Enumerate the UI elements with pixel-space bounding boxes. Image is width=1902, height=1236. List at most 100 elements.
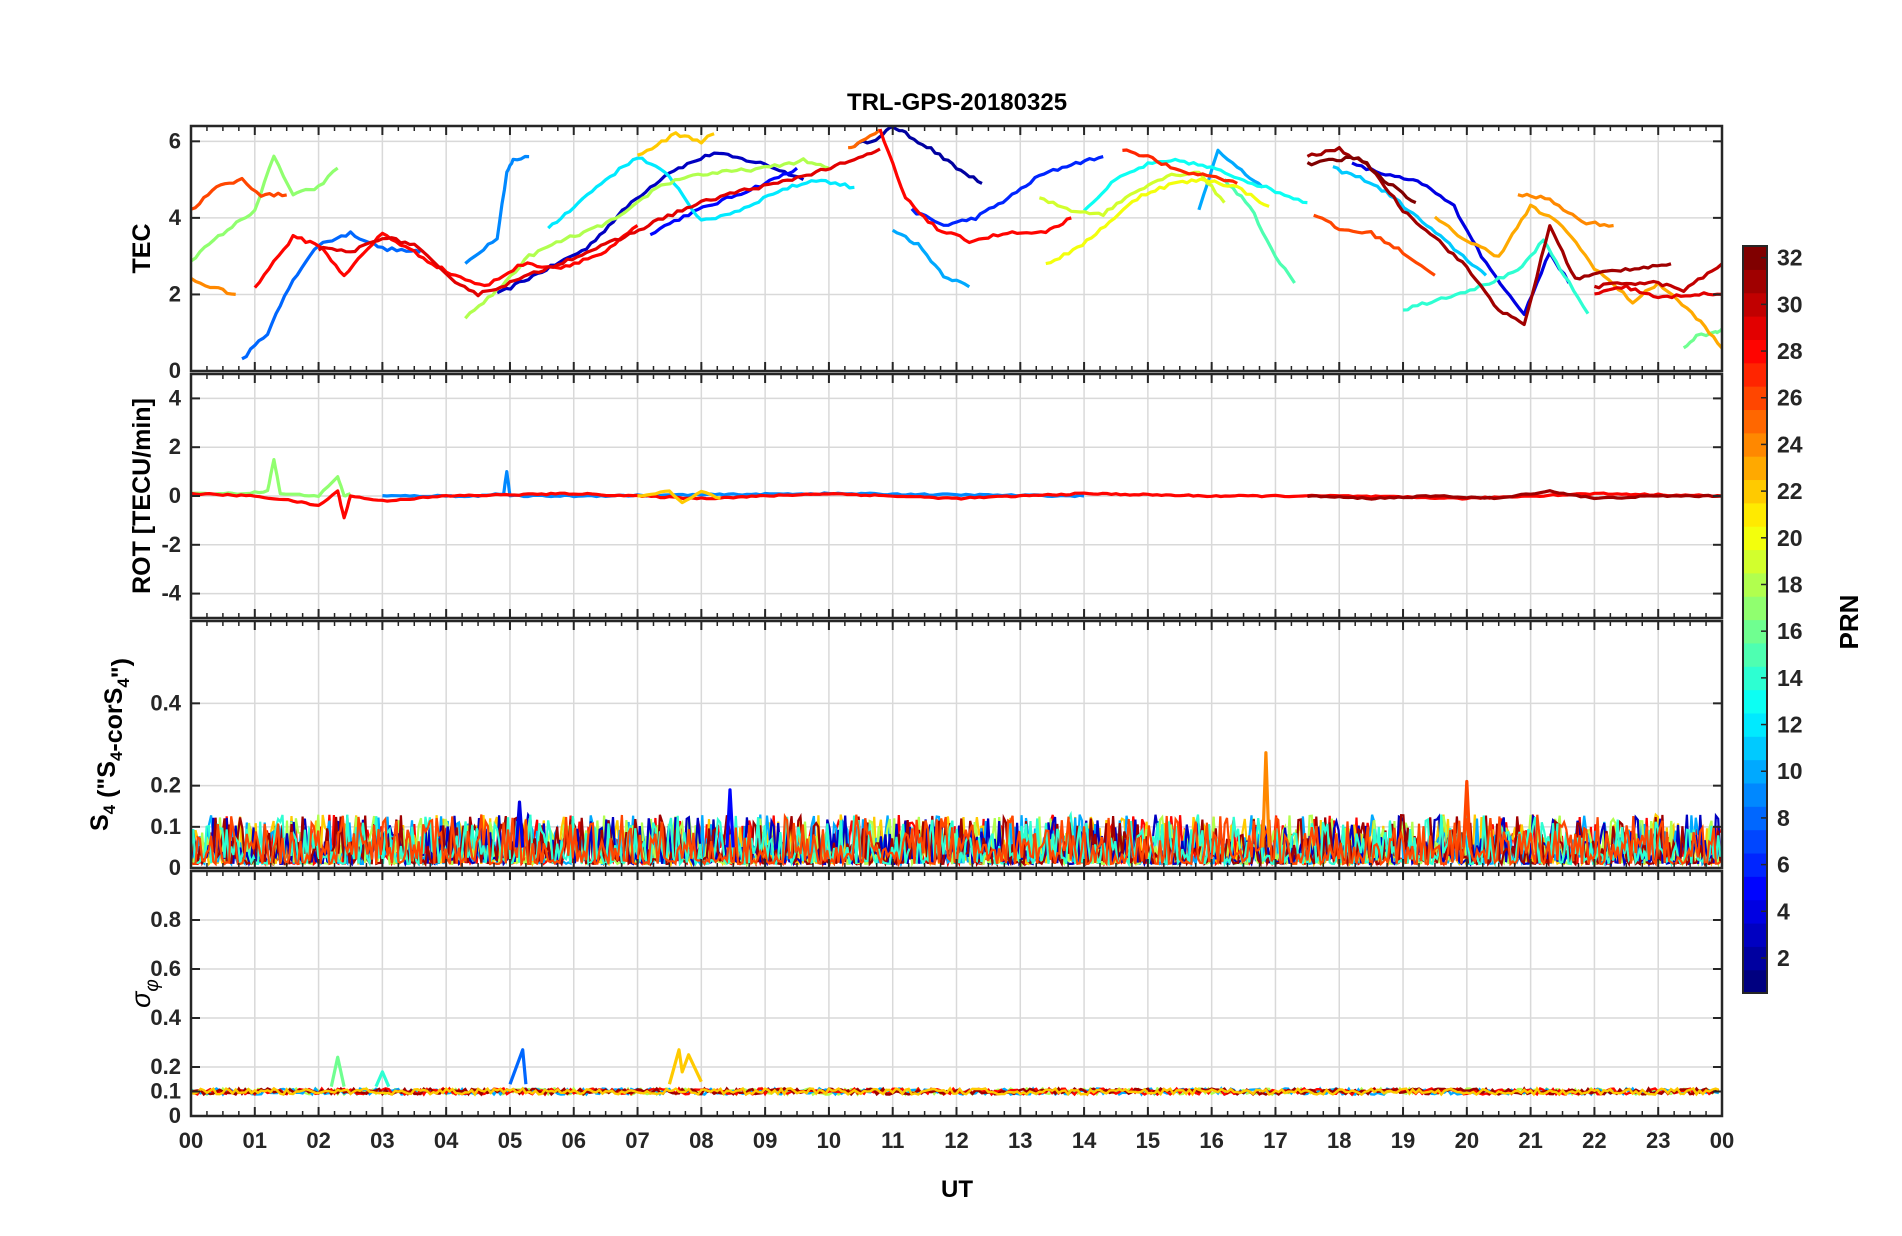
s4-y-label: S4 ("S4-corS4") (86, 658, 135, 831)
y-tick-label: 0 (169, 1103, 181, 1128)
y-tick-label: 0 (169, 358, 181, 383)
colorbar-segment (1743, 806, 1767, 831)
colorbar-segment (1743, 899, 1767, 924)
x-tick-label: 01 (243, 1128, 267, 1153)
colorbar-tick-label: 26 (1777, 385, 1803, 411)
colorbar-segment (1743, 712, 1767, 737)
rot-plot-area (191, 458, 1722, 520)
colorbar-tick-label: 24 (1777, 431, 1803, 457)
tec-series-prn-18 (464, 157, 830, 320)
colorbar-segment (1743, 549, 1767, 574)
x-tick-label: 20 (1455, 1128, 1479, 1153)
y-tick-label: 0.4 (150, 690, 181, 715)
tec-series-prn-14 (1402, 238, 1590, 315)
tec-series-prn-23 (1433, 203, 1722, 350)
x-tick-label: 21 (1518, 1128, 1542, 1153)
tec-series-prn-15 (1223, 178, 1296, 284)
y-tick-label: 0 (169, 855, 181, 880)
x-tick-label: 03 (370, 1128, 394, 1153)
y-tick-label: 0.1 (150, 814, 181, 839)
x-tick-label: 00 (179, 1128, 203, 1153)
x-tick-label: 22 (1582, 1128, 1606, 1153)
colorbar-frame (1742, 245, 1768, 994)
y-tick-label: -2 (161, 532, 181, 557)
tec-series-prn-27 (1122, 148, 1238, 185)
tec-plot-area (191, 126, 1722, 361)
tec-series-prn-8 (241, 230, 422, 361)
x-tick-label: 15 (1136, 1128, 1160, 1153)
x-tick-label: 14 (1072, 1128, 1097, 1153)
tec-series-prn-20 (1045, 177, 1270, 266)
x-tick-label: 11 (881, 1128, 904, 1153)
colorbar-segment (1743, 759, 1767, 784)
colorbar-segment (1743, 526, 1767, 551)
colorbar-tick-label: 12 (1777, 712, 1803, 738)
x-tick-label: 08 (689, 1128, 713, 1153)
tec-series-prn-22 (637, 131, 715, 157)
s4-plot-area (191, 751, 1722, 868)
s4-series-prn-24 (1261, 751, 1271, 848)
tec-series-prn-17 (191, 154, 339, 263)
colorbar-segment (1743, 736, 1767, 761)
x-tick-label: 23 (1646, 1128, 1670, 1153)
colorbar-segment (1743, 666, 1767, 691)
tec-series-prn-5 (649, 166, 799, 237)
colorbar-segment (1743, 409, 1767, 434)
tec-series-prn-32 (1306, 155, 1417, 205)
sigma-series-prn-16 (329, 1055, 346, 1087)
colorbar-tick-label: 2 (1777, 945, 1790, 971)
x-tick-label: 19 (1391, 1128, 1415, 1153)
colorbar-tick-label: 4 (1777, 898, 1790, 924)
tec-series-prn-24 (191, 277, 236, 296)
rot-series-prn-22 (637, 489, 721, 505)
colorbar-segment (1743, 619, 1767, 644)
tec-series-prn-28 (878, 128, 1072, 245)
s4-panel: 0 0.1 0.2 0.4 S4 ("S4-corS4") (86, 619, 1724, 880)
sigma-phi-panel: 00.10.2 0.4 0.6 0.8 σφ (126, 869, 1724, 1128)
tec-series-prn-2 (853, 126, 983, 185)
y-tick-label: 6 (169, 128, 181, 153)
x-tick-label: 06 (562, 1128, 586, 1153)
tec-series-prn-11 (1332, 165, 1488, 277)
colorbar-segment (1743, 479, 1767, 504)
colorbar-segment (1743, 642, 1767, 667)
tec-series-prn-16 (1682, 327, 1722, 350)
rot-y-label: ROT [TECU/min] (128, 398, 156, 594)
colorbar-segment (1743, 386, 1767, 411)
sigma-series-prn-8 (508, 1048, 528, 1085)
rot-series-prn-17 (191, 458, 352, 498)
colorbar-label: PRN (1834, 595, 1864, 650)
tec-series-prn-30 (1593, 262, 1722, 293)
y-tick-label: 2 (169, 434, 181, 459)
tec-series-prn-10 (891, 228, 971, 289)
x-tick-label: 10 (817, 1128, 841, 1153)
tec-series-prn-26 (191, 176, 287, 211)
colorbar-segment (1743, 922, 1767, 947)
colorbar-segment (1743, 246, 1767, 270)
y-tick-label: 0.4 (150, 1005, 181, 1030)
tec-series-prn-25 (847, 128, 881, 150)
x-tick-label: 05 (498, 1128, 522, 1153)
colorbar-segment (1743, 502, 1767, 527)
colorbar-tick-label: 10 (1777, 758, 1803, 784)
x-axis: 00 01 02 03 04 05 06 07 08 09 10 11 12 13 14 15 16 17 18 19… (179, 1128, 1734, 1153)
colorbar-segment (1743, 339, 1767, 364)
sigma-series-prn-22 (667, 1048, 703, 1085)
tec-series-prn-31 (1306, 146, 1672, 327)
y-tick-label: 0.2 (150, 1054, 181, 1079)
colorbar-tick-label: 28 (1777, 338, 1803, 364)
tec-series-prn-26 (1313, 213, 1436, 277)
sigma-plot-area (191, 1048, 1720, 1097)
colorbar-tick-label: 16 (1777, 618, 1803, 644)
colorbar-segment (1743, 969, 1767, 994)
sigma-noise-trace (191, 1086, 1720, 1097)
rot-series-prn-9 (382, 470, 1085, 499)
y-tick-label: 4 (169, 205, 182, 230)
colorbar-segment (1743, 432, 1767, 457)
colorbar-tick-label: 8 (1777, 805, 1790, 831)
colorbar-segment (1743, 456, 1767, 481)
colorbar-tick-label: 32 (1777, 245, 1803, 271)
y-tick-label: 0 (169, 483, 181, 508)
rot-panel: -4 -2 0 2 4 ROT [TECU/min] (128, 372, 1724, 620)
